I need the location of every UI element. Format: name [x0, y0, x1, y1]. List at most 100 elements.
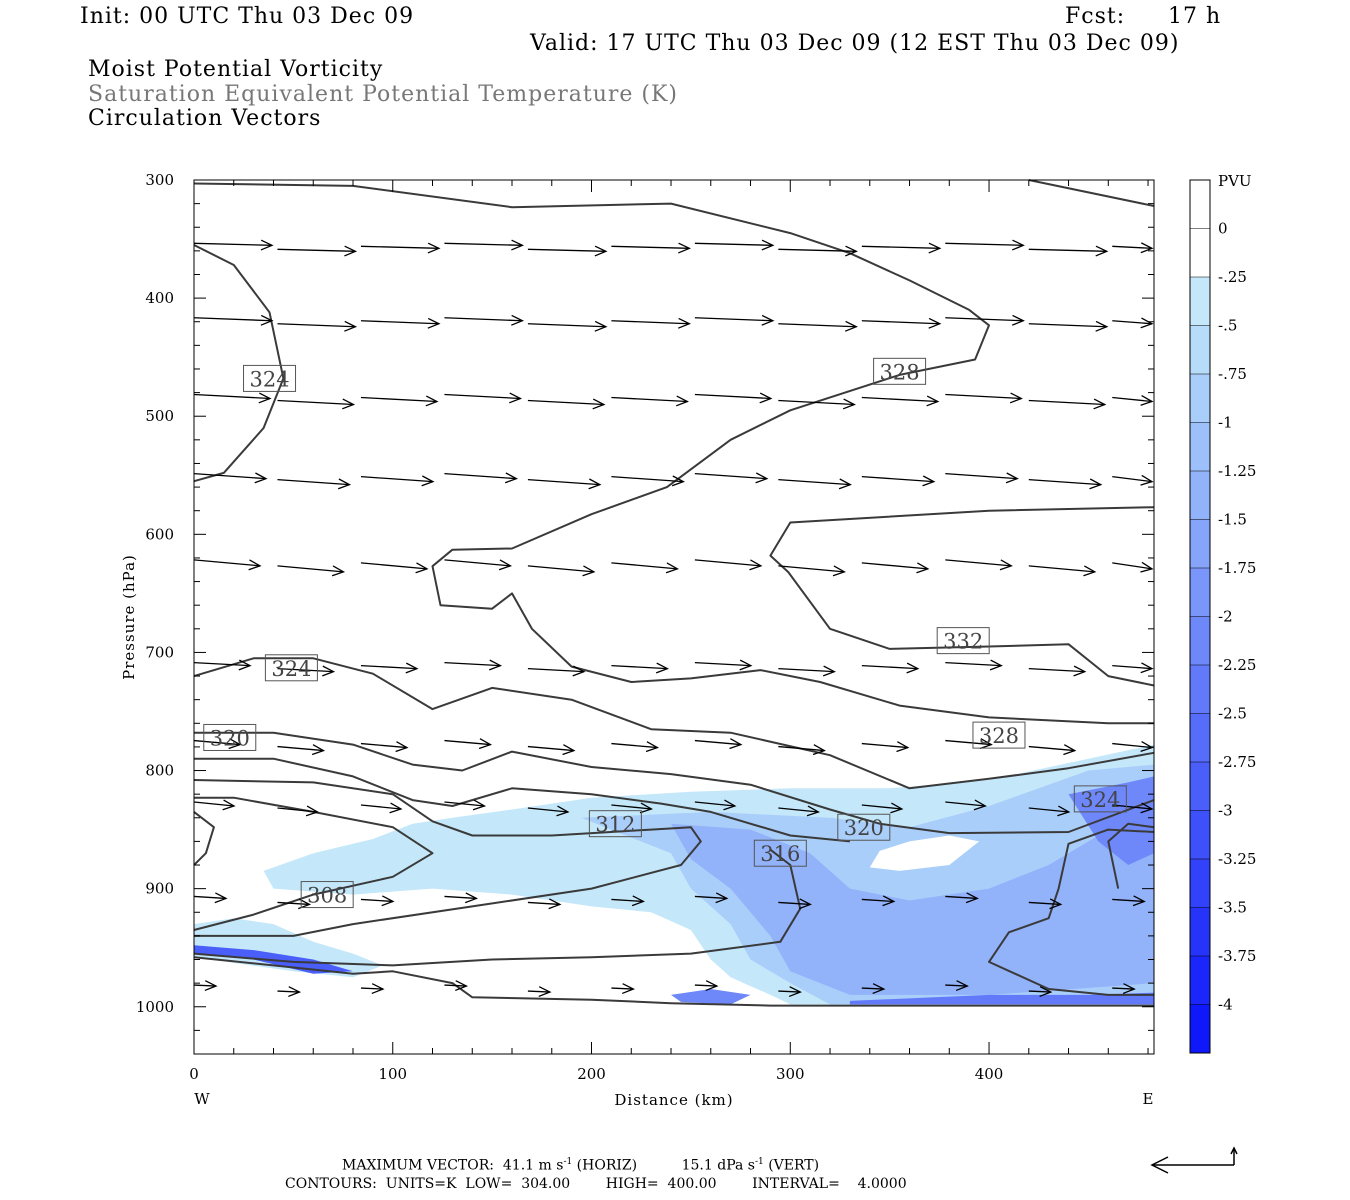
vector-head — [678, 317, 691, 329]
colorbar-label: -1 — [1218, 414, 1233, 432]
vector-shaft — [861, 320, 940, 325]
vector-shaft — [778, 323, 857, 328]
vector-arrow-86 — [360, 802, 403, 814]
vector-arrow-92 — [861, 802, 904, 814]
vector-head — [645, 741, 659, 753]
contour-label-box — [972, 721, 1026, 749]
colorbar-label: -1.75 — [1218, 559, 1256, 577]
vector-arrow-55 — [778, 565, 846, 577]
vector-shaft — [694, 984, 717, 987]
theta-contour-0 — [193, 182, 1154, 725]
vector-arrow-74 — [360, 741, 409, 753]
vector-head — [788, 986, 802, 998]
vector-head — [344, 245, 358, 257]
vector-arrow-1 — [277, 245, 358, 257]
vector-arrow-107 — [1112, 895, 1146, 907]
vector-head — [594, 245, 608, 257]
vector-head — [511, 239, 525, 251]
vector-arrow-18 — [694, 314, 775, 326]
vector-head — [922, 475, 936, 487]
vector-shaft — [527, 901, 560, 906]
vector-arrow-25 — [277, 398, 356, 410]
x-tick-label: 400 — [975, 1065, 1004, 1083]
axis-layer: 300 400 500 600 700 800 900 1000 0 100 200 300 400 W E… — [120, 171, 1154, 1109]
vector-shaft — [694, 242, 773, 246]
vector-arrow-6 — [694, 239, 775, 251]
vector-arrow-41 — [611, 475, 685, 487]
vector-head — [675, 395, 689, 407]
vector-shaft — [193, 472, 267, 480]
vector-head — [1083, 565, 1097, 577]
vector-shaft — [945, 661, 1002, 667]
x-tick-label: 0 — [189, 1065, 199, 1083]
vector-head — [342, 398, 356, 410]
colorbar-label: -.25 — [1218, 268, 1247, 286]
vector-shaft — [861, 898, 894, 903]
vector-arrow-26 — [360, 395, 439, 407]
contour-label-box — [873, 357, 927, 385]
vector-shaft — [945, 984, 968, 987]
vector-arrow-51 — [444, 559, 513, 571]
vector-head — [882, 895, 896, 907]
contour-label-text: 308 — [307, 884, 347, 908]
colorbar-label: -1.5 — [1218, 511, 1247, 529]
vector-head — [238, 659, 252, 671]
vector-shaft — [277, 399, 354, 406]
vector-head — [665, 562, 679, 574]
y-tick-label: 1000 — [136, 998, 174, 1016]
vector-head — [872, 983, 886, 995]
contour-label-2: 332 — [936, 627, 990, 655]
vector-shaft — [277, 323, 356, 328]
colorbar: PVU 0 -.25 -.5 -.75 -1 -1.25 -1.5 -1.75 -2 -2.25 -2… — [1189, 172, 1256, 1054]
vector-head — [371, 983, 385, 995]
vector-arrow-63 — [444, 659, 503, 671]
vector-arrow-45 — [945, 472, 1019, 484]
colorbar-label: -3.25 — [1218, 850, 1256, 868]
vector-shaft — [1028, 248, 1107, 252]
vector-shaft — [527, 667, 584, 673]
vector-head — [538, 986, 552, 998]
forecast-hour: 17 h — [1168, 4, 1222, 29]
vector-shaft — [277, 807, 318, 813]
vector-shaft — [444, 393, 521, 400]
vector-arrow-110 — [360, 983, 385, 995]
vector-head — [965, 892, 979, 904]
vector-head — [1140, 242, 1154, 254]
vector-arrow-96 — [193, 892, 228, 904]
vector-head — [1005, 472, 1019, 484]
y-tick-label: 600 — [145, 525, 174, 543]
vector-arrow-114 — [694, 980, 719, 992]
vector-shaft — [611, 320, 690, 325]
vector-head — [761, 314, 775, 326]
vector-arrow-15 — [444, 314, 525, 326]
vector-head — [639, 802, 653, 814]
x-tick-label: 300 — [776, 1065, 805, 1083]
vector-arrow-105 — [945, 892, 979, 904]
pv-patch-4 — [1068, 776, 1154, 865]
vector-shaft — [861, 664, 918, 670]
colorbar-label: -2.75 — [1218, 753, 1256, 771]
colorbar-block-2 — [1190, 277, 1210, 326]
vector-shaft — [444, 559, 511, 567]
vector-shaft — [1112, 396, 1153, 403]
vector-head — [405, 662, 419, 674]
vector-head — [344, 320, 358, 332]
vector-shaft — [193, 242, 273, 246]
vector-arrow-87 — [444, 799, 487, 811]
vector-head — [260, 314, 274, 326]
vector-shaft — [861, 804, 902, 810]
vector-shaft — [193, 661, 251, 667]
vector-shaft — [277, 478, 350, 486]
vector-shaft — [193, 801, 235, 807]
vector-arrow-115 — [778, 986, 802, 998]
contour-label-text: 320 — [844, 816, 884, 840]
vector-shaft — [360, 245, 439, 249]
colorbar-label: -2 — [1218, 608, 1233, 626]
contour-label-box — [300, 881, 354, 909]
theta-contour-5 — [194, 731, 1155, 835]
vector-shaft — [1028, 323, 1107, 328]
vector-shaft — [1028, 901, 1061, 906]
vector-shaft — [193, 559, 261, 567]
vector-shaft — [1028, 565, 1095, 573]
